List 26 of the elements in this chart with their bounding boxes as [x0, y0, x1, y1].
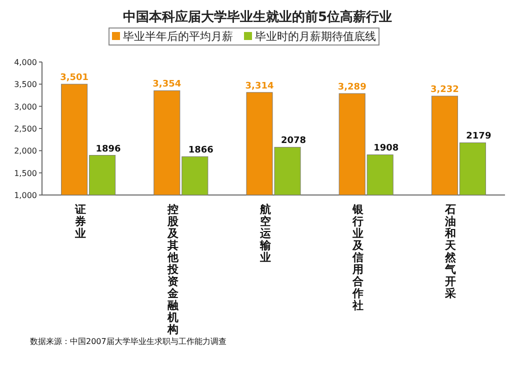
y-tick-label: 4,000 — [14, 58, 37, 67]
source-note: 数据来源：中国2007届大学毕业生求职与工作能力调查 — [30, 337, 226, 346]
data-label: 3,354 — [152, 80, 182, 90]
data-label: 3,289 — [338, 82, 366, 93]
category-label: 控股及其他投资金融机构 — [167, 203, 178, 336]
data-label: 3,232 — [430, 85, 459, 96]
y-tick-label: 3,500 — [14, 80, 37, 90]
data-label: 3,314 — [245, 81, 274, 92]
legend-label: 毕业半年后的平均月薪 — [123, 30, 233, 43]
y-tick-label: 3,000 — [14, 102, 37, 112]
data-label: 1866 — [188, 146, 214, 156]
y-tick-label: 2,000 — [14, 146, 37, 156]
y-tick-label: 2,500 — [14, 124, 37, 134]
x-tick-label: 航空运输业 — [259, 203, 272, 264]
y-tick-label: 1,500 — [14, 168, 37, 178]
data-label: 3,501 — [60, 73, 89, 84]
legend-label: 毕业时的月薪期待值底线 — [255, 30, 376, 43]
x-tick-label: 石油和天然气开采 — [444, 203, 458, 300]
chart-title: 中国本科应届大学毕业生就业的前5位高薪行业 — [122, 9, 392, 25]
y-tick-label: 1,000 — [14, 191, 37, 200]
data-label: 2179 — [466, 132, 492, 142]
data-label: 1908 — [374, 144, 399, 154]
category-label: 银行业及信用合作社 — [352, 203, 364, 312]
data-label: 2078 — [280, 136, 306, 146]
data-label: 1896 — [96, 144, 121, 154]
x-tick-label: 证券业 — [74, 203, 87, 240]
